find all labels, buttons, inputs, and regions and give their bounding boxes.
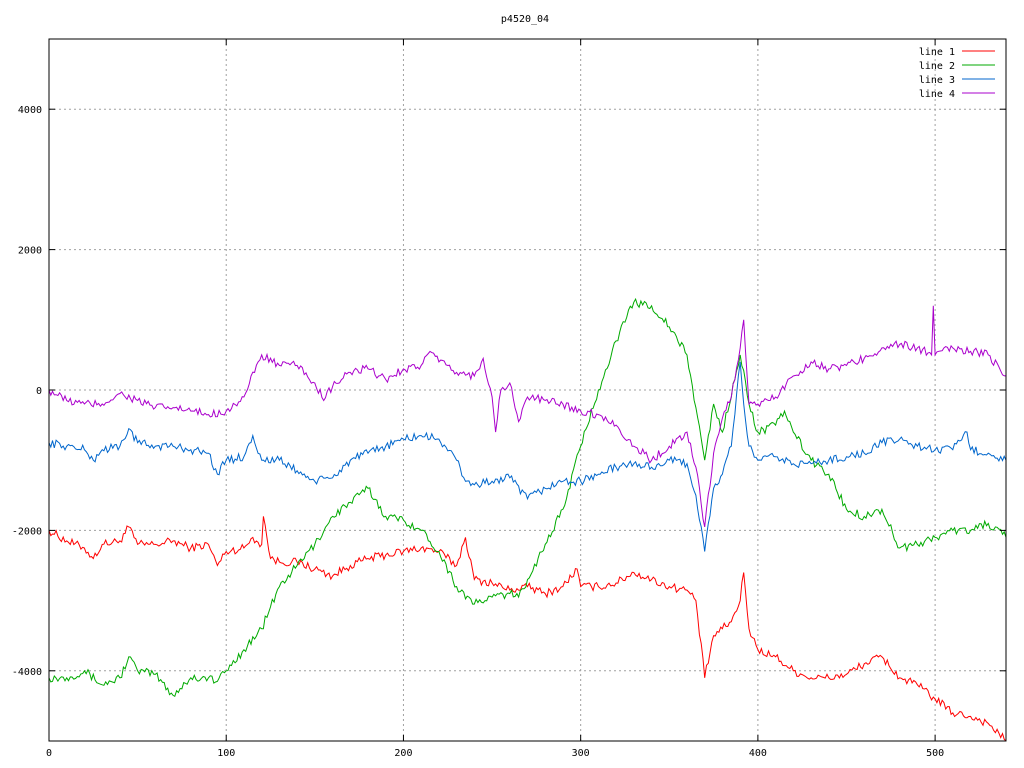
legend-label: line 1 — [919, 47, 955, 58]
series-line-1 — [48, 516, 1007, 742]
y-tick-label: -4000 — [12, 667, 42, 678]
series-line-2 — [48, 297, 1007, 698]
y-tick-label: -2000 — [12, 526, 42, 537]
series-line-3 — [48, 361, 1007, 552]
plot-frame — [48, 38, 1007, 742]
legend-label: line 3 — [919, 75, 955, 86]
legend-label: line 4 — [919, 89, 955, 100]
y-tick-label: 0 — [36, 386, 42, 397]
x-tick-label: 100 — [217, 748, 235, 759]
series-line-4 — [48, 305, 1007, 528]
y-tick-label: 4000 — [18, 105, 42, 116]
grid-lines — [49, 39, 1006, 741]
x-tick-label: 400 — [749, 748, 767, 759]
x-tick-label: 500 — [926, 748, 944, 759]
x-tick-label: 300 — [572, 748, 590, 759]
x-tick-label: 0 — [46, 748, 52, 759]
legend-label: line 2 — [919, 61, 955, 72]
x-tick-label: 200 — [394, 748, 412, 759]
chart-title: p4520_04 — [501, 14, 549, 25]
axis-ticks: 0 100 200 300 400 500 -4000 -2000 0 2000 4000 — [12, 39, 1006, 759]
y-tick-label: 2000 — [18, 246, 42, 257]
series-layer — [48, 297, 1007, 742]
legend: line 1 line 2 line 3 line 4 — [919, 47, 995, 100]
